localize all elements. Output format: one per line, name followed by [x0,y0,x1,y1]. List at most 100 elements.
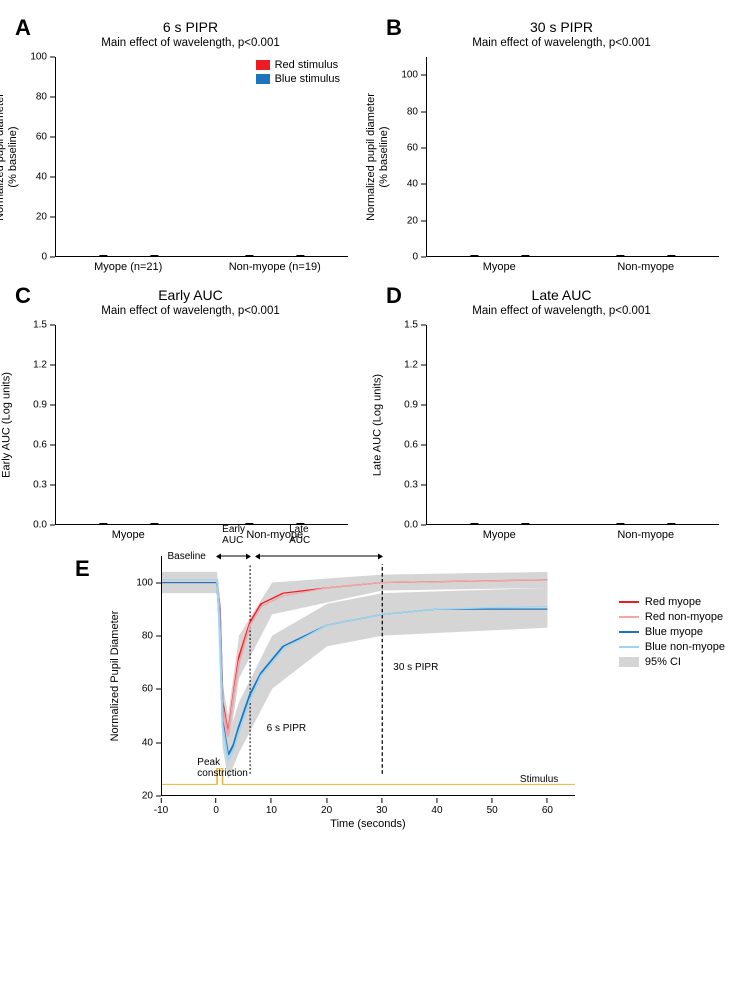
y-tick-label: 20 [36,212,47,223]
y-tick-label: 80 [36,92,47,103]
chart-subtitle: Main effect of wavelength, p<0.001 [15,37,366,49]
panel-e-plotarea: BaselineEarly AUCLate AUCPeak constricti… [161,556,575,796]
y-tick-label: 100 [30,52,47,63]
annotation-text: 6 s PIPR [267,723,306,734]
chart-title: Late AUC [386,287,737,303]
x-axis-label: Myope [73,529,184,541]
chart-title: Early AUC [15,287,366,303]
y-tick-label: 20 [407,215,418,226]
panel-letter: C [15,283,31,309]
panel-e-xlabel: Time (seconds) [161,818,575,830]
panel-e: E Normalized Pupil Diameter 20406080100 … [15,556,737,830]
y-tick-label: 60 [142,684,153,695]
legend-blue-nonmyope: Blue non-myope [619,641,725,653]
x-tick-label: 60 [542,805,553,816]
annotation-text: Peak constriction [197,757,248,779]
chart-subtitle: Main effect of wavelength, p<0.001 [386,305,737,317]
plot-area [426,57,719,257]
legend-label: 95% CI [645,656,681,668]
bar-chart: Normalized pupil diameter(% baseline) 02… [15,57,366,257]
y-axis-label: Late AUC (Log units) [371,374,384,476]
panel-letter: D [386,283,402,309]
y-tick-label: 0.9 [33,400,47,411]
panel-letter: B [386,15,402,41]
y-tick-label: 60 [36,132,47,143]
legend-line-icon [619,616,639,618]
y-tick-label: 0.9 [404,400,418,411]
x-axis-label: Non-myope (n=19) [219,261,330,273]
chart-subtitle: Main effect of wavelength, p<0.001 [386,37,737,49]
x-tick-label: 30 [376,805,387,816]
plot-area: Red stimulus Blue stimulus [55,57,348,257]
x-axis-label: Non-myope [590,529,701,541]
y-tick-label: 80 [142,631,153,642]
y-tick-label: 0.3 [404,480,418,491]
annotation-text: Early AUC [222,524,245,546]
legend-blue-myope: Blue myope [619,626,725,638]
panel-e-yticks: 20406080100 [125,556,161,796]
y-tick-label: 100 [401,70,418,81]
figure-grid: A 6 s PIPR Main effect of wavelength, p<… [15,15,737,541]
bar-chart: Late AUC (Log units) 0.00.30.60.91.21.5 [386,325,737,525]
x-tick-label: 10 [266,805,277,816]
legend-red-nonmyope: Red non-myope [619,611,725,623]
y-tick-label: 0.0 [33,520,47,531]
y-tick-label: 60 [407,142,418,153]
legend-box-icon [619,657,639,667]
x-tick-label: 50 [487,805,498,816]
y-tick-label: 0.6 [404,440,418,451]
y-tick-label: 0.6 [33,440,47,451]
panel-e-legend: Red myope Red non-myope Blue myope Blue … [619,596,725,671]
y-tick-label: 1.2 [33,360,47,371]
panel-letter: A [15,15,31,41]
x-tick-label: 20 [321,805,332,816]
chart-title: 30 s PIPR [386,19,737,35]
y-tick-label: 0 [412,252,418,263]
x-tick-label: 0 [213,805,219,816]
legend-ci: 95% CI [619,656,725,668]
range-arrow [217,556,250,557]
bar-chart: Early AUC (Log units) 0.00.30.60.91.21.5 [15,325,366,525]
legend-label: Blue myope [645,626,703,638]
y-tick-label: 100 [136,577,153,588]
bar-chart: Normalized pupil diameter(% baseline) 02… [386,57,737,257]
x-axis-label: Myope [444,529,555,541]
plot-area [55,325,348,525]
legend-label: Blue non-myope [645,641,725,653]
legend-red-myope: Red myope [619,596,725,608]
panel-e-xticks: -100102030405060 [161,798,575,812]
legend-label: Red myope [645,596,701,608]
panel-c: C Early AUC Main effect of wavelength, p… [15,283,366,541]
chart-title: 6 s PIPR [15,19,366,35]
y-tick-label: 0 [41,252,47,263]
y-tick-label: 0.3 [33,480,47,491]
y-tick-label: 20 [142,791,153,802]
y-tick-label: 1.5 [33,320,47,331]
annotation-text: 30 s PIPR [393,662,438,673]
legend-line-icon [619,631,639,633]
y-tick-label: 80 [407,106,418,117]
x-axis-label: Non-myope [590,261,701,273]
x-axis-label: Myope [444,261,555,273]
panel-e-ylabel: Normalized Pupil Diameter [109,611,121,742]
y-tick-label: 0.0 [404,520,418,531]
legend-label: Red non-myope [645,611,723,623]
annotation-text: Baseline [168,551,206,562]
panel-b: B 30 s PIPR Main effect of wavelength, p… [386,15,737,273]
range-arrow [256,556,383,557]
x-tick-label: 40 [431,805,442,816]
x-axis-label: Myope (n=21) [73,261,184,273]
panel-d: D Late AUC Main effect of wavelength, p<… [386,283,737,541]
panel-letter-e: E [75,556,90,582]
y-tick-label: 40 [36,172,47,183]
legend-line-icon [619,646,639,648]
legend-line-icon [619,601,639,603]
annotation-text: Late AUC [289,524,310,546]
chart-subtitle: Main effect of wavelength, p<0.001 [15,305,366,317]
y-tick-label: 1.5 [404,320,418,331]
y-tick-label: 40 [142,737,153,748]
panel-a: A 6 s PIPR Main effect of wavelength, p<… [15,15,366,273]
x-tick-label: -10 [154,805,168,816]
y-axis-label: Early AUC (Log units) [0,372,13,478]
annotation-text: Stimulus [520,774,558,785]
